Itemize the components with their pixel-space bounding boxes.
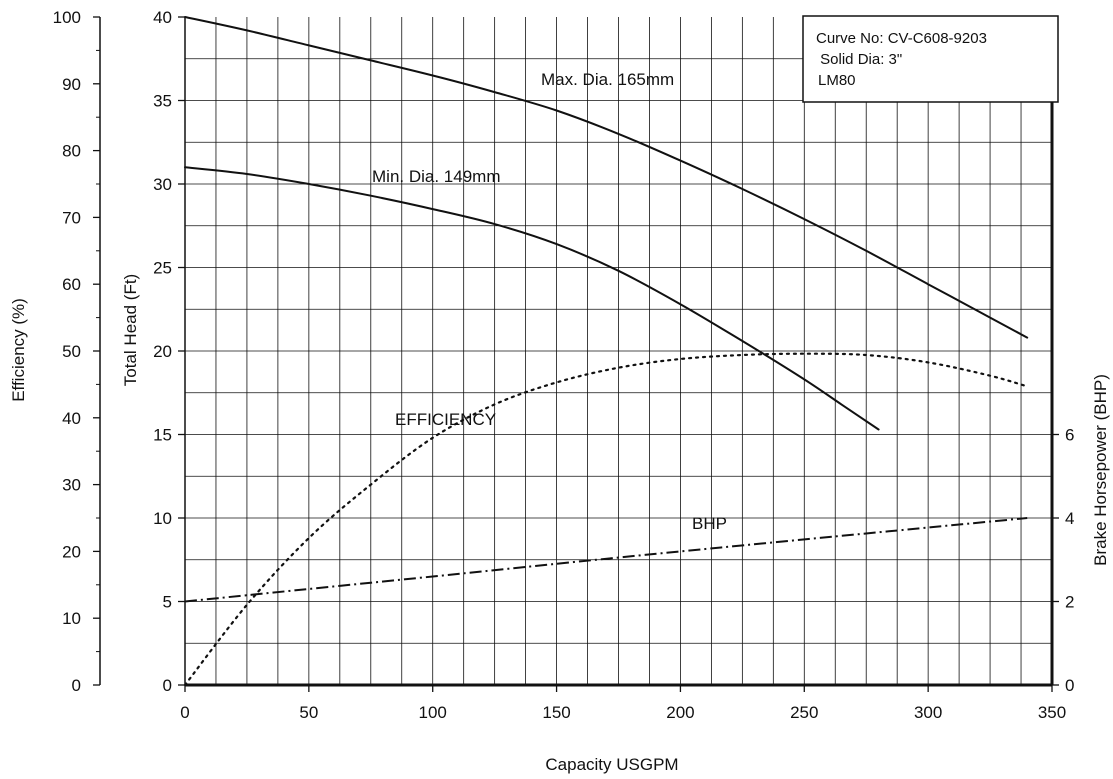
efficiency-axis-title: Efficiency (%) — [9, 298, 28, 402]
x-tick-label: 300 — [914, 703, 942, 722]
head-tick-label: 20 — [153, 342, 172, 361]
head-tick-label: 15 — [153, 426, 172, 445]
head-tick-label: 10 — [153, 509, 172, 528]
efficiency-curve — [183, 352, 1029, 687]
efficiency-tick-label: 70 — [62, 208, 81, 227]
head-tick-label: 40 — [153, 8, 172, 27]
min-dia-149mm-curve — [184, 166, 880, 431]
efficiency-tick-label: 100 — [53, 8, 81, 27]
efficiency-tick-label: 30 — [62, 476, 81, 495]
head-tick-label: 25 — [153, 259, 172, 278]
efficiency-curve-label: EFFICIENCY — [395, 410, 496, 429]
head-axis-title: Total Head (Ft) — [121, 274, 140, 386]
chart-series — [183, 16, 1029, 687]
efficiency-tick-label: 40 — [62, 409, 81, 428]
max-dia-165mm-curve — [184, 16, 1029, 339]
head-tick-label: 0 — [163, 676, 172, 695]
chart-axes — [99, 17, 1054, 687]
head-tick-label: 5 — [163, 593, 172, 612]
efficiency-tick-label: 50 — [62, 342, 81, 361]
efficiency-tick-label: 0 — [72, 676, 81, 695]
x-tick-label: 150 — [542, 703, 570, 722]
bhp-curve — [184, 517, 1028, 603]
x-tick-label: 100 — [419, 703, 447, 722]
bhp-axis-title: Brake Horsepower (BHP) — [1091, 374, 1110, 566]
x-tick-label: 0 — [180, 703, 189, 722]
efficiency-tick-label: 10 — [62, 609, 81, 628]
curve-number-text: Curve No: CV-C608-9203 — [816, 30, 987, 47]
chart-grid — [185, 17, 1052, 685]
curve-info-box-frame — [802, 15, 1059, 103]
x-tick-label: 200 — [666, 703, 694, 722]
x-tick-label: 350 — [1038, 703, 1066, 722]
x-axis-title: Capacity USGPM — [545, 755, 678, 774]
head-tick-label: 35 — [153, 92, 172, 111]
min-dia-curve-label: Min. Dia. 149mm — [372, 167, 500, 186]
bhp-tick-label: 4 — [1065, 509, 1074, 528]
x-tick-label: 250 — [790, 703, 818, 722]
solid-dia-text: Solid Dia: 3" — [816, 51, 902, 68]
efficiency-tick-label: 60 — [62, 275, 81, 294]
chart-ticks: 0102030405060708090100051015202530354002… — [53, 8, 1075, 722]
head-tick-label: 30 — [153, 175, 172, 194]
model-text: LM80 — [818, 72, 856, 89]
efficiency-tick-label: 90 — [62, 75, 81, 94]
x-tick-label: 50 — [299, 703, 318, 722]
max-dia-curve-label: Max. Dia. 165mm — [541, 70, 674, 89]
bhp-tick-label: 6 — [1065, 426, 1074, 445]
bhp-tick-label: 0 — [1065, 676, 1074, 695]
bhp-tick-label: 2 — [1065, 593, 1074, 612]
efficiency-tick-label: 20 — [62, 542, 81, 561]
efficiency-tick-label: 80 — [62, 142, 81, 161]
curve-info-box: Curve No: CV-C608-9203 Solid Dia: 3" LM8… — [802, 15, 1059, 103]
bhp-curve-label: BHP — [692, 514, 727, 533]
